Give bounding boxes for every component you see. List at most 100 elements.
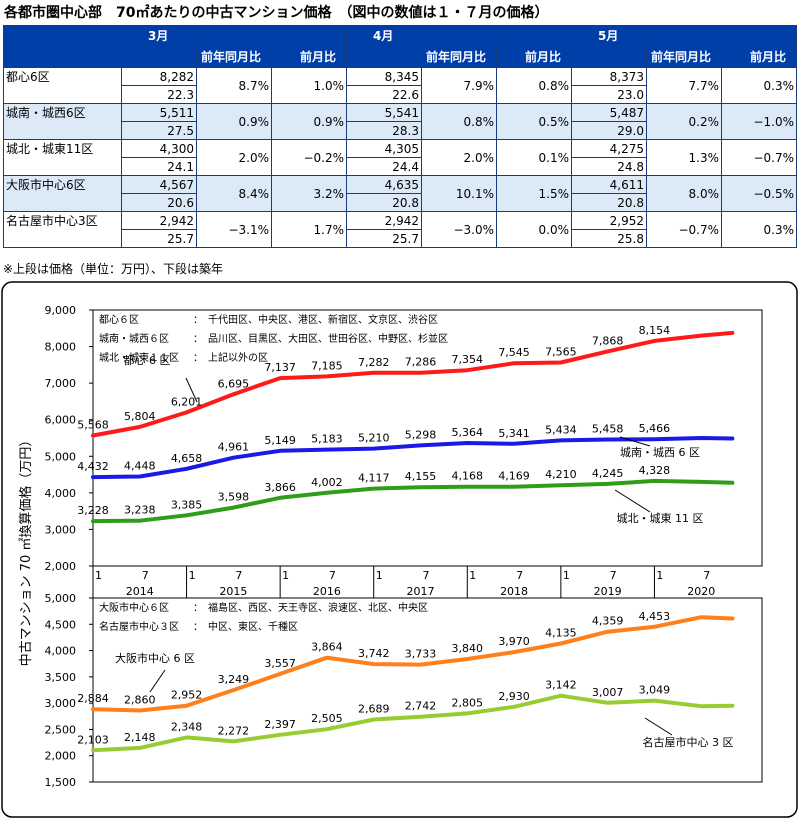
mom-cell: 3.2% xyxy=(271,175,347,212)
price-subheader xyxy=(346,45,422,68)
y-axis-label: 中古マンション 70 ㎡換算価格（万円） xyxy=(18,434,34,667)
data-label: 5,341 xyxy=(498,427,530,440)
data-label: 7,137 xyxy=(264,361,296,374)
page-title: 各都市圏中心部 70㎡あたりの中古マンション価格 （図中の数値は１・７月の価格） xyxy=(4,5,549,21)
data-label: 2,930 xyxy=(498,690,530,703)
legend-region-name: 城北・城東１１区 xyxy=(99,351,179,364)
price-cell: 2,952 xyxy=(571,211,647,230)
mom-cell: 1.5% xyxy=(496,175,572,212)
age-cell: 22.3 xyxy=(121,85,197,104)
data-label: 5,210 xyxy=(358,432,390,445)
price-cell: 5,541 xyxy=(346,103,422,122)
plot-area xyxy=(92,597,763,783)
data-label: 7,354 xyxy=(452,353,484,366)
price-cell: 4,275 xyxy=(571,139,647,158)
data-label: 4,328 xyxy=(639,464,671,477)
data-label: 5,434 xyxy=(545,423,577,436)
y-tick-label: 4,000 xyxy=(45,645,77,658)
data-label: 4,359 xyxy=(592,615,624,628)
annotation-leader xyxy=(149,669,166,693)
annotation-leader xyxy=(644,717,673,736)
age-cell: 20.6 xyxy=(121,193,197,212)
plot-area xyxy=(92,309,763,567)
series-annotation: 城北・城東 11 区 xyxy=(617,512,704,525)
data-label: 4,658 xyxy=(171,452,203,465)
mom-cell: 0.9% xyxy=(271,103,347,140)
data-label: 5,568 xyxy=(77,419,109,432)
data-label: 5,149 xyxy=(264,434,296,447)
legend-region-areas: ： 福島区、西区、天王寺区、浪速区、北区、中央区 xyxy=(193,601,428,614)
annotation-leader xyxy=(619,436,651,447)
y-tick-label: 6,000 xyxy=(45,414,77,427)
data-label: 5,458 xyxy=(592,423,624,436)
mom-cell: 0.0% xyxy=(496,211,572,248)
table-row: 都心6区 8,282 8.7% 1.0% 8,345 7.9% 0.8% 8,373 7.7% 0… xyxy=(3,67,797,104)
data-label: 6,695 xyxy=(218,377,250,390)
legend-region-name: 大阪市中心６区 xyxy=(99,601,169,614)
legend-region-name: 城南・城西６区 xyxy=(99,332,169,345)
series-annotation: 大阪市中心 6 区 xyxy=(115,651,195,665)
age-cell: 22.6 xyxy=(346,85,422,104)
data-label: 2,348 xyxy=(171,720,203,733)
data-label: 3,007 xyxy=(592,686,624,699)
y-tick-label: 3,000 xyxy=(45,523,77,536)
region-name-cell: 大阪市中心6区 xyxy=(3,175,122,212)
table-row: 城北・城東11区 4,300 2.0% −0.2% 4,305 2.0% 0.1% 4,275… xyxy=(3,139,797,176)
y-tick-label: 4,000 xyxy=(45,487,77,500)
data-label: 7,185 xyxy=(311,359,343,372)
price-cell: 4,300 xyxy=(121,139,197,158)
x-tick-label: 7 xyxy=(516,569,523,582)
yoy-cell: −0.7% xyxy=(646,211,722,248)
data-label: 3,840 xyxy=(452,642,484,655)
x-tick-label: 1 xyxy=(95,569,102,582)
yoy-cell: −3.1% xyxy=(196,211,272,248)
price-cell: 5,511 xyxy=(121,103,197,122)
yoy-cell: 10.1% xyxy=(421,175,497,212)
mom-cell: 1.0% xyxy=(271,67,347,104)
price-cell: 4,635 xyxy=(346,175,422,194)
table-note: ※上段は価格（単位：万円）、下段は築年 xyxy=(3,262,224,276)
y-tick-label: 2,500 xyxy=(45,723,77,736)
mom-cell: 0.1% xyxy=(496,139,572,176)
legend-region-areas: ： 品川区、目黒区、大田区、世田谷区、中野区、杉並区 xyxy=(193,332,448,345)
data-label: 7,286 xyxy=(405,356,437,369)
age-cell: 20.8 xyxy=(571,193,647,212)
x-tick-label: 7 xyxy=(610,569,617,582)
data-label: 8,154 xyxy=(639,324,671,337)
data-label: 5,364 xyxy=(452,426,484,439)
table-row: 城南・城西6区 5,511 0.9% 0.9% 5,541 0.8% 0.5% 5,487 0.… xyxy=(3,103,797,140)
data-label: 3,385 xyxy=(171,498,203,511)
month-header: 5月 xyxy=(571,25,797,46)
x-year-label: 2015 xyxy=(219,585,247,598)
mom-cell: −0.5% xyxy=(721,175,797,212)
chart-frame xyxy=(1,281,798,818)
yoy-subheader: 前年同月比 xyxy=(196,45,272,68)
x-tick-label: 7 xyxy=(703,569,710,582)
table-row: 大阪市中心6区 4,567 8.4% 3.2% 4,635 10.1% 1.5% 4,611 8… xyxy=(3,175,797,212)
legend-region-areas: ： 中区、東区、千種区 xyxy=(193,620,298,633)
price-cell: 5,487 xyxy=(571,103,647,122)
month-header: 4月 xyxy=(346,25,572,46)
yoy-cell: 1.3% xyxy=(646,139,722,176)
yoy-subheader: 前年同月比 xyxy=(421,45,497,68)
yoy-cell: 7.7% xyxy=(646,67,722,104)
data-label: 2,952 xyxy=(171,689,203,702)
yoy-cell: 7.9% xyxy=(421,67,497,104)
data-label: 5,466 xyxy=(639,422,671,435)
mom-cell: 0.5% xyxy=(496,103,572,140)
price-table: 3月 4月 5月 前年同月比 前月比 前年同月比 前月比 前年同月比 前月比 都… xyxy=(3,25,797,248)
legend-region-areas: ： 千代田区、中央区、港区、新宿区、文京区、渋谷区 xyxy=(193,313,438,326)
x-tick-label: 7 xyxy=(142,569,149,582)
series-line xyxy=(91,615,735,713)
series-annotation: 都心 6 区 xyxy=(124,354,171,367)
age-cell: 24.8 xyxy=(571,157,647,176)
yoy-cell: 8.0% xyxy=(646,175,722,212)
data-label: 4,448 xyxy=(124,459,156,472)
table-row: 25.7 25.7 25.8 xyxy=(4,229,797,248)
mom-cell: 0.3% xyxy=(721,67,797,104)
age-cell: 29.0 xyxy=(571,121,647,140)
month-header: 3月 xyxy=(121,25,347,46)
age-cell: 25.8 xyxy=(571,229,647,248)
x-tick-label: 1 xyxy=(282,569,289,582)
x-tick-label: 1 xyxy=(469,569,476,582)
